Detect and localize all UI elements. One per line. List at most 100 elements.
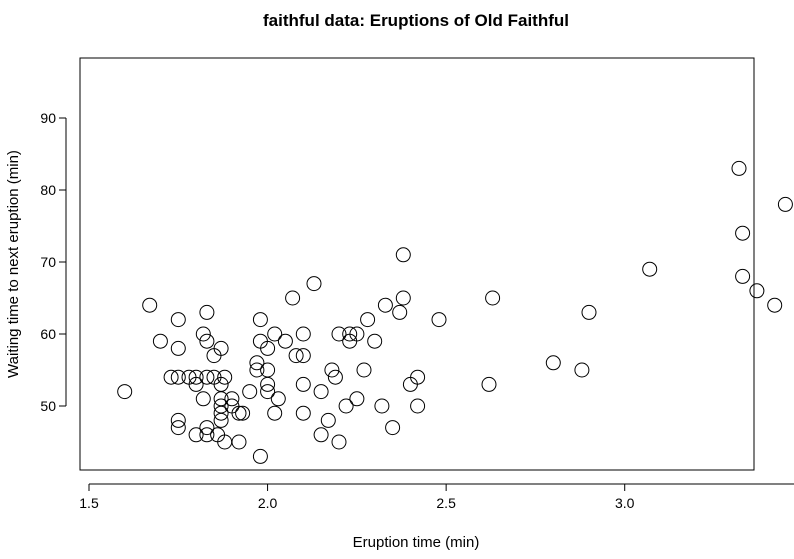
y-tick-label: 90 — [40, 110, 56, 126]
data-point — [485, 290, 501, 306]
data-point — [213, 412, 229, 428]
data-points — [117, 160, 793, 464]
y-tick-label: 60 — [40, 326, 56, 342]
data-point — [320, 412, 336, 428]
data-point — [163, 369, 179, 385]
data-point — [170, 412, 186, 428]
data-point — [252, 312, 268, 328]
data-point — [242, 384, 258, 400]
x-tick-label: 1.5 — [79, 495, 99, 511]
data-point — [295, 405, 311, 421]
y-tick-label: 80 — [40, 182, 56, 198]
data-point — [231, 434, 247, 450]
data-point — [306, 276, 322, 292]
data-point — [188, 427, 204, 443]
data-point — [431, 312, 447, 328]
data-point — [313, 427, 329, 443]
data-point — [170, 340, 186, 356]
data-point — [199, 420, 215, 436]
data-point — [338, 398, 354, 414]
data-point — [195, 326, 211, 342]
data-point — [735, 268, 751, 284]
data-point — [385, 420, 401, 436]
data-point — [199, 427, 215, 443]
data-point — [545, 355, 561, 371]
x-tick-label: 3.0 — [615, 495, 635, 511]
data-point — [224, 391, 240, 407]
data-point — [277, 333, 293, 349]
data-point — [574, 362, 590, 378]
data-point — [170, 312, 186, 328]
data-point — [367, 333, 383, 349]
data-point — [199, 304, 215, 320]
data-point — [252, 448, 268, 464]
data-point — [349, 391, 365, 407]
data-point — [410, 369, 426, 385]
data-point — [199, 333, 215, 349]
data-point — [235, 405, 251, 421]
data-point — [267, 326, 283, 342]
data-point — [331, 326, 347, 342]
data-point — [285, 290, 301, 306]
data-point — [481, 376, 497, 392]
data-point — [188, 369, 204, 385]
data-point — [295, 376, 311, 392]
data-point — [252, 333, 268, 349]
data-point — [642, 261, 658, 277]
data-point — [331, 434, 347, 450]
data-point — [231, 405, 247, 421]
x-tick-label: 2.0 — [258, 495, 278, 511]
data-point — [324, 362, 340, 378]
data-point — [142, 297, 158, 313]
chart-title: faithful data: Eruptions of Old Faithful — [263, 11, 569, 30]
data-point — [767, 297, 783, 313]
data-point — [410, 398, 426, 414]
data-point — [213, 405, 229, 421]
data-point — [377, 297, 393, 313]
data-point — [749, 283, 765, 299]
data-point — [295, 348, 311, 364]
data-point — [356, 362, 372, 378]
data-point — [260, 362, 276, 378]
data-point — [152, 333, 168, 349]
data-point — [188, 376, 204, 392]
data-point — [170, 420, 186, 436]
data-point — [260, 384, 276, 400]
data-point — [360, 312, 376, 328]
data-point — [249, 362, 265, 378]
data-point — [395, 247, 411, 263]
data-point — [777, 196, 793, 212]
data-point — [249, 355, 265, 371]
data-point — [349, 326, 365, 342]
x-axis: 1.52.02.53.03.54.04.55.0 — [79, 483, 794, 511]
data-point — [195, 391, 211, 407]
x-axis-label: Eruption time (min) — [353, 534, 480, 551]
data-point — [199, 369, 215, 385]
plot-frame — [79, 57, 755, 471]
data-point — [402, 376, 418, 392]
data-point — [392, 304, 408, 320]
data-point — [217, 369, 233, 385]
data-point — [117, 384, 133, 400]
y-tick-label: 70 — [40, 254, 56, 270]
data-point — [327, 369, 343, 385]
data-point — [295, 326, 311, 342]
data-point — [313, 384, 329, 400]
data-point — [342, 326, 358, 342]
data-point — [170, 369, 186, 385]
data-point — [374, 398, 390, 414]
data-point — [395, 290, 411, 306]
y-axis-label: Waiting time to next eruption (min) — [5, 150, 22, 378]
data-point — [267, 405, 283, 421]
data-point — [731, 160, 747, 176]
data-point — [270, 391, 286, 407]
y-tick-label: 50 — [40, 398, 56, 414]
data-point — [735, 225, 751, 241]
data-point — [213, 340, 229, 356]
data-point — [581, 304, 597, 320]
x-tick-label: 2.5 — [436, 495, 456, 511]
data-point — [288, 348, 304, 364]
y-axis: 50 60 70 80 90 — [40, 110, 67, 414]
data-point — [260, 340, 276, 356]
